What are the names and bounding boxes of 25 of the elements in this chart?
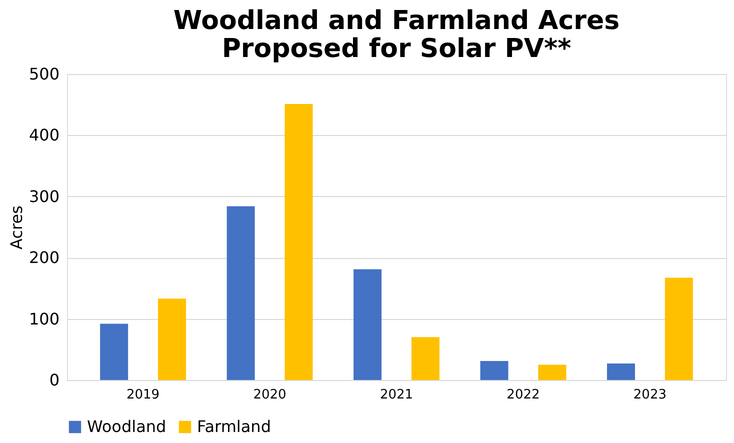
x-tick-label: 2019: [126, 388, 160, 402]
y-tick-label: 500: [28, 64, 60, 84]
bar: [411, 337, 440, 380]
bar: [284, 104, 313, 380]
x-tick-label: 2021: [380, 388, 414, 402]
bar: [158, 298, 186, 380]
chart-title: Woodland and Farmland Acres Proposed for Solar PV**: [173, 6, 620, 64]
x-tick-label: 2022: [506, 388, 540, 402]
y-tick-label: 300: [28, 186, 60, 206]
y-axis-title: Acres: [6, 206, 26, 250]
x-tick-label: 2023: [633, 388, 667, 402]
x-tick-label: 2020: [253, 388, 286, 402]
bar: [100, 324, 128, 380]
legend-label: Woodland: [87, 417, 166, 436]
bar: [354, 269, 382, 380]
bar: [538, 364, 566, 380]
y-tick-label: 200: [28, 248, 60, 268]
bar: [480, 361, 508, 380]
bar: [606, 363, 635, 380]
y-tick-label: 100: [28, 309, 60, 328]
y-tick-label: 0: [49, 370, 60, 390]
bar: [664, 278, 693, 380]
y-tick-label: 400: [28, 126, 60, 145]
bar: [226, 206, 255, 380]
legend-label: Farmland: [197, 417, 271, 436]
